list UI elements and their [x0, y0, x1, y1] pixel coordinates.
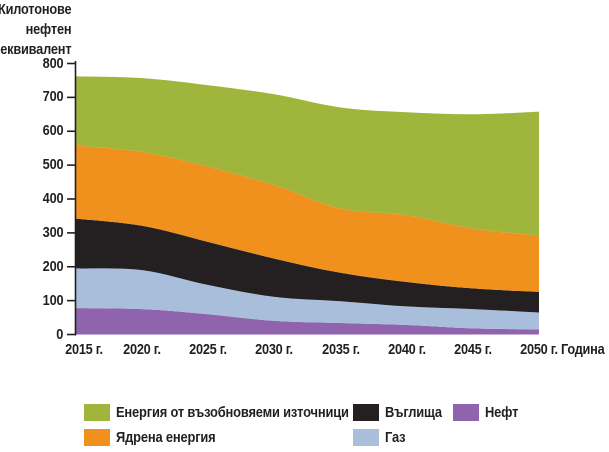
chart-plot-area — [67, 61, 539, 336]
y-axis-title-line-2: нефтен — [25, 21, 71, 38]
legend-label-gas: Газ — [385, 428, 406, 446]
y-axis-title-line-1: Килотонове — [0, 1, 71, 18]
legend-item-oil: Нефт — [453, 403, 524, 421]
legend-label-coal: Въглища — [385, 403, 442, 421]
area-coal — [76, 218, 539, 313]
legend-item-renewables: Енергия от възобновяеми източници — [84, 403, 387, 421]
legend-item-nuclear: Ядрена енергия — [84, 428, 232, 446]
area-nuclear — [76, 145, 539, 292]
area-gas — [76, 268, 539, 330]
x-axis-title: Година — [561, 341, 605, 358]
y-axis-title-line-3: еквивалент — [0, 41, 71, 58]
legend-label-nuclear: Ядрена енергия — [116, 428, 216, 446]
legend-swatch-gas — [353, 428, 379, 446]
area-renewables — [76, 76, 539, 236]
legend-swatch-renewables — [84, 403, 110, 421]
legend-label-renewables: Енергия от възобновяеми източници — [116, 403, 349, 421]
legend-swatch-coal — [353, 403, 379, 421]
legend-swatch-nuclear — [84, 428, 110, 446]
y-axis-title: Килотонове нефтен еквивалент — [0, 0, 71, 60]
area-oil — [76, 308, 539, 335]
legend-swatch-oil — [453, 403, 479, 421]
legend-item-coal: Въглища — [353, 403, 451, 421]
legend-item-gas: Газ — [353, 428, 409, 446]
legend-label-oil: Нефт — [485, 403, 519, 421]
